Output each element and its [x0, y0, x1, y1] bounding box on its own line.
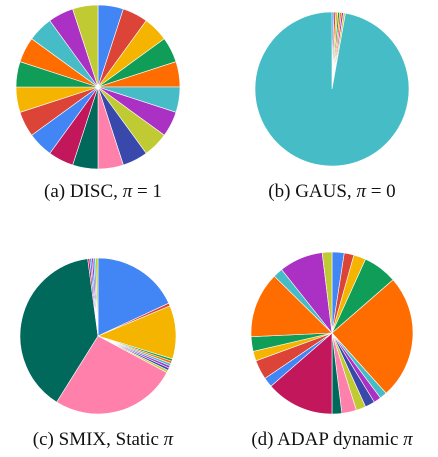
caption-a: (a) DISC, π = 1 [0, 181, 206, 203]
pie-d-slice-4 [331, 279, 414, 394]
caption-c-pi: π [163, 429, 174, 450]
caption-d-pi: π [403, 429, 413, 450]
caption-b-suffix: = 0 [365, 181, 396, 202]
pie-b-slice-7 [254, 11, 410, 167]
caption-c: (c) SMIX, Static π [0, 429, 206, 451]
pie-c-slice-0 [97, 257, 170, 337]
caption-c-prefix: (c) SMIX, Static [32, 429, 164, 450]
caption-d-prefix: (d) ADAP dynamic [251, 429, 404, 450]
caption-b-prefix: (b) GAUS, [268, 181, 357, 202]
pie-d-slice-11 [270, 332, 333, 415]
pie-d-slice-19 [321, 251, 333, 334]
pie-d-slice-16 [250, 275, 333, 338]
pie-c-slice-10 [19, 258, 99, 403]
pie-c-slice-15 [95, 257, 99, 337]
caption-a-pi: π [122, 181, 133, 202]
pie-c-slice-9 [56, 335, 168, 415]
caption-d: (d) ADAP dynamic π [226, 429, 438, 451]
pie-a-slice-19 [72, 4, 99, 88]
caption-a-prefix: (a) DISC, [44, 181, 123, 202]
caption-b-pi: π [356, 181, 366, 202]
caption-b: (b) GAUS, π = 0 [226, 181, 438, 203]
caption-a-suffix: = 1 [132, 181, 162, 202]
